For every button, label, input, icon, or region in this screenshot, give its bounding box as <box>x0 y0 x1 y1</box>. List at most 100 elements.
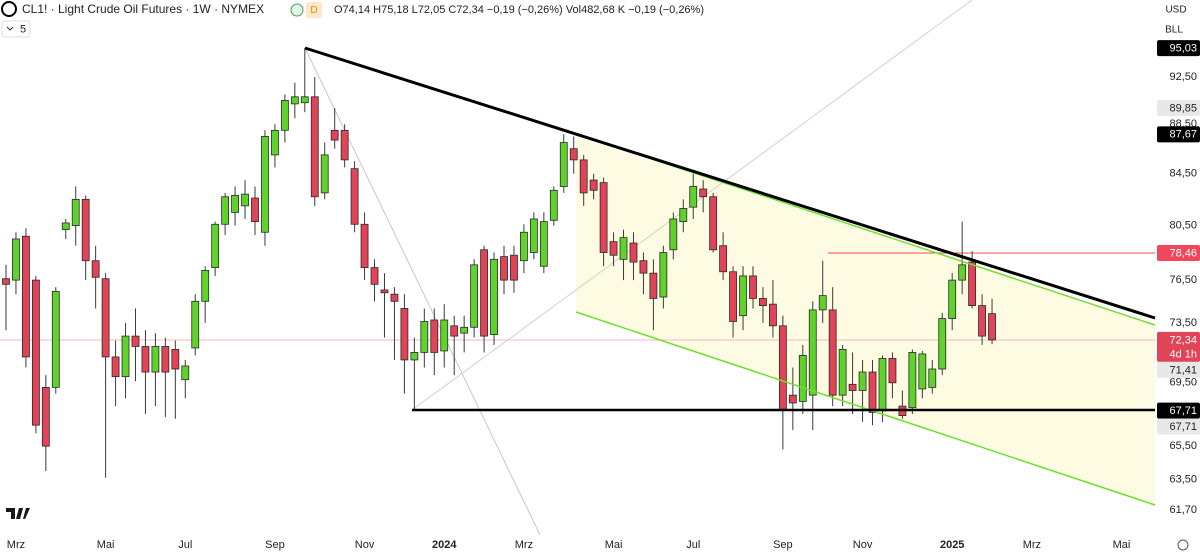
candle-body <box>968 261 977 306</box>
candle-body <box>201 269 210 302</box>
price-label-bg <box>1157 126 1200 143</box>
x-tick-label: Sep <box>773 539 793 551</box>
candle-body <box>490 258 498 336</box>
candle-body <box>231 195 239 213</box>
candle-body <box>161 346 170 373</box>
candle-body <box>709 196 718 251</box>
y-tick-label: 84,50 <box>1169 168 1197 180</box>
candle-body <box>649 272 658 299</box>
price-label-bg <box>1157 40 1200 57</box>
badge: D <box>310 5 317 16</box>
candle-body <box>559 142 568 187</box>
y-tick-label: 65,50 <box>1169 440 1197 452</box>
y-tick-label: 69,50 <box>1169 377 1197 389</box>
candle-body <box>609 241 618 256</box>
candle-body <box>450 325 459 337</box>
x-tick-label: Mai <box>605 539 623 551</box>
candle-body <box>360 223 369 269</box>
price-label-bg <box>1157 100 1200 117</box>
candle-body <box>918 353 927 390</box>
symbol-icon <box>1 1 17 17</box>
candle-body <box>241 193 249 207</box>
candle-body <box>669 218 678 251</box>
candle-body <box>549 189 558 221</box>
x-tick-label: Nov <box>853 539 873 551</box>
unit[interactable]: BLL <box>1165 25 1183 36</box>
price-label-bg <box>1157 418 1200 435</box>
x-tick-label: 2024 <box>432 539 457 551</box>
status-icon <box>290 3 304 17</box>
x-tick-label: Jul <box>178 539 192 551</box>
candle-body <box>181 365 190 381</box>
candle-body <box>788 394 797 404</box>
price-label-bg <box>1157 402 1200 419</box>
candle-body <box>719 245 728 273</box>
candle-body <box>191 300 200 349</box>
badge-bg <box>306 2 322 18</box>
x-tick-label: 2025 <box>940 539 964 551</box>
candle-body <box>350 168 359 225</box>
candle-body <box>121 335 130 378</box>
candle-body <box>729 271 737 322</box>
candle-body <box>340 129 349 161</box>
y-tick-label: 92,50 <box>1169 71 1197 83</box>
currency[interactable]: USD <box>1165 5 1186 16</box>
candle-body <box>171 349 180 370</box>
candle-body <box>818 295 827 311</box>
candle-body <box>699 188 708 198</box>
symbol-title[interactable]: CL1! · Light Crude Oil Futures · 1W · NY… <box>22 2 264 16</box>
candle-body <box>938 318 947 370</box>
y-tick-label: 73,50 <box>1169 317 1197 329</box>
candle-body <box>71 198 80 226</box>
settings-icon[interactable] <box>1177 539 1189 551</box>
price-label: 71,41 <box>1169 364 1197 376</box>
candle-body <box>271 129 279 156</box>
candle-body <box>310 96 319 198</box>
ohlc: O74,14 H75,18 L72,05 C72,34 −0,19 (−0,26… <box>334 4 704 16</box>
candle-body <box>659 252 668 298</box>
price-countdown: 4d 1h <box>1169 348 1197 360</box>
candle-body <box>599 182 608 253</box>
logo <box>6 508 30 519</box>
candle-body <box>569 148 578 161</box>
candle-body <box>878 358 887 412</box>
candle-body <box>151 346 160 373</box>
candle-body <box>689 186 698 208</box>
candle-body <box>908 352 917 409</box>
candle-body <box>988 313 996 341</box>
candle-body <box>928 368 937 388</box>
price-label: 89,85 <box>1169 102 1197 114</box>
candle-body <box>430 319 439 353</box>
candle-body <box>948 279 957 319</box>
candle-body <box>221 196 230 225</box>
candle-body <box>61 222 70 230</box>
candle-body <box>470 264 479 328</box>
x-tick-label: Mrz <box>515 539 533 551</box>
y-tick-label: 80,50 <box>1169 220 1197 232</box>
candle-body <box>111 356 120 378</box>
x-tick-label: Jul <box>686 539 700 551</box>
candle-body <box>679 208 688 223</box>
candle-body <box>251 197 259 223</box>
candle-body <box>12 238 20 281</box>
candle-body <box>380 289 389 294</box>
candle-body <box>131 335 140 347</box>
candle-body <box>410 352 419 361</box>
candle-body <box>778 325 787 410</box>
candle-body <box>579 159 588 194</box>
candle-body <box>888 358 897 384</box>
header: CL1! · Light Crude Oil Futures · 1W · NY… <box>1 1 1187 38</box>
x-tick-label: Mai <box>1113 539 1131 551</box>
candle-body <box>539 221 548 267</box>
channel-fill <box>576 136 1155 505</box>
candle-body <box>330 129 339 141</box>
logo-mark <box>6 508 30 519</box>
candle-body <box>81 198 90 262</box>
candle-body <box>520 231 528 262</box>
y-tick-label: 61,70 <box>1169 504 1197 516</box>
indicator-toggle[interactable] <box>1 20 31 38</box>
candle-body <box>31 279 40 426</box>
indicator-count: 5 <box>20 23 26 35</box>
candle-body <box>22 235 30 358</box>
